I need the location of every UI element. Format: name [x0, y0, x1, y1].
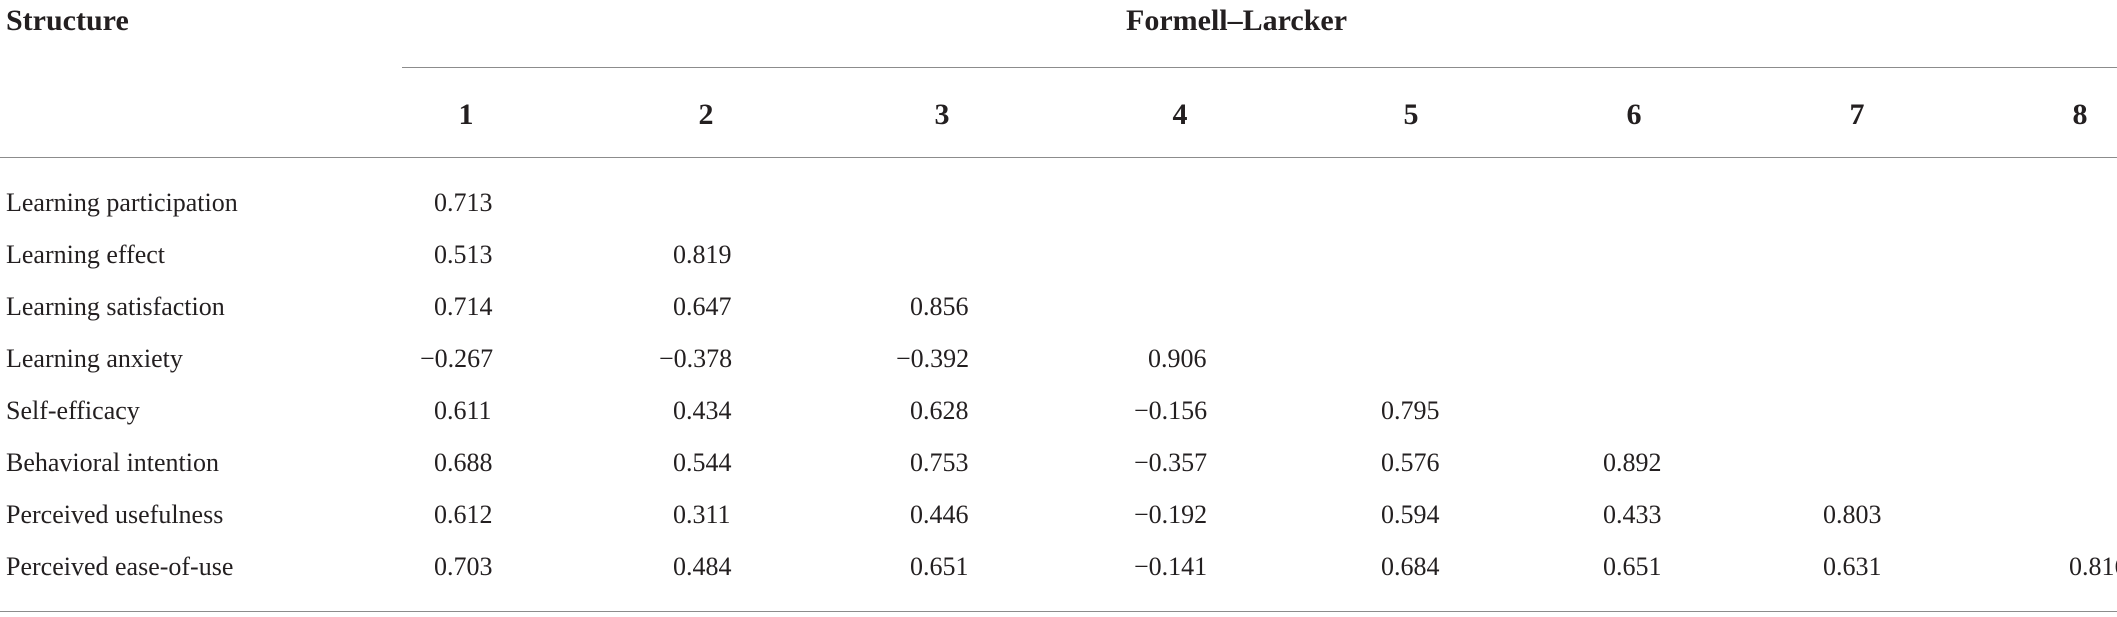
table-cell: 0.753 [910, 448, 969, 477]
table-cell: 0.688 [434, 448, 493, 477]
column-header-3: 3 [934, 98, 950, 131]
table-cell: 0.631 [1823, 552, 1882, 581]
row-label: Perceived usefulness [6, 500, 224, 529]
table-cell: 0.703 [434, 552, 493, 581]
table-cell: 0.311 [673, 500, 731, 529]
table-cell: 0.446 [910, 500, 969, 529]
group-header: Formell–Larcker [1126, 4, 1348, 37]
table-cell: 0.819 [673, 240, 732, 269]
row-label: Learning anxiety [6, 344, 183, 373]
table-cell: 0.611 [434, 396, 492, 425]
row-label: Behavioral intention [6, 448, 220, 477]
table-cell: −0.141 [1134, 552, 1208, 581]
table-cell: −0.392 [896, 344, 970, 373]
row-label: Learning participation [6, 188, 238, 217]
table-cell: 0.434 [673, 396, 732, 425]
table-cell: 0.713 [434, 188, 493, 217]
header-bottom-rule [0, 157, 2117, 158]
table-cell: 0.803 [1823, 500, 1882, 529]
table-cell: −0.192 [1134, 500, 1208, 529]
table-cell: 0.684 [1381, 552, 1440, 581]
table-cell: 0.816 [2069, 552, 2117, 581]
table-cell: 0.856 [910, 292, 969, 321]
table-cell: 0.714 [434, 292, 493, 321]
table-cell: −0.357 [1134, 448, 1208, 477]
table-cell: 0.594 [1381, 500, 1440, 529]
table-cell: 0.433 [1603, 500, 1662, 529]
table-cell: 0.892 [1603, 448, 1662, 477]
table-cell: −0.378 [659, 344, 733, 373]
row-label: Learning satisfaction [6, 292, 225, 321]
table-cell: 0.484 [673, 552, 732, 581]
table-cell: 0.513 [434, 240, 493, 269]
stub-header: Structure [6, 4, 129, 37]
table-cell: 0.795 [1381, 396, 1440, 425]
column-header-8: 8 [2072, 98, 2088, 131]
column-header-4: 4 [1172, 98, 1188, 131]
column-header-5: 5 [1403, 98, 1419, 131]
table-cell: 0.612 [434, 500, 493, 529]
column-header-6: 6 [1626, 98, 1642, 131]
row-label: Self-efficacy [6, 396, 140, 425]
table-cell: 0.651 [1603, 552, 1662, 581]
table-cell: −0.267 [420, 344, 494, 373]
table-cell: 0.647 [673, 292, 732, 321]
table-cell: 0.576 [1381, 448, 1440, 477]
column-header-7: 7 [1849, 98, 1865, 131]
group-header-rule [402, 67, 2117, 68]
row-label: Perceived ease-of-use [6, 552, 234, 581]
column-header-1: 1 [458, 98, 474, 131]
table-cell: 0.628 [910, 396, 969, 425]
table-cell: 0.906 [1148, 344, 1207, 373]
row-label: Learning effect [6, 240, 166, 269]
table-cell: 0.544 [673, 448, 732, 477]
column-header-2: 2 [698, 98, 714, 131]
table-bottom-rule [0, 611, 2117, 612]
table-cell: 0.651 [910, 552, 969, 581]
table-cell: −0.156 [1134, 396, 1208, 425]
